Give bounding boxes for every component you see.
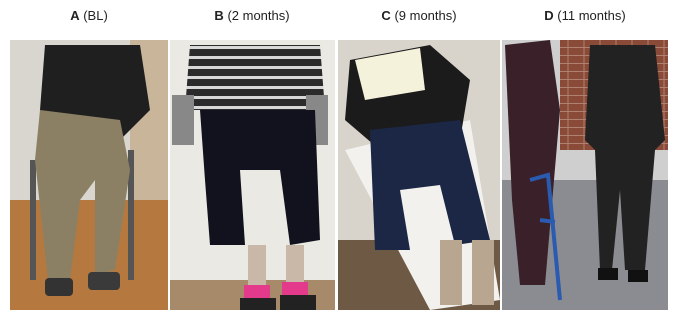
panel-label: C (9 months) <box>381 8 456 23</box>
panel-caption: (9 months) <box>394 8 456 23</box>
panel-letter: D <box>544 8 553 23</box>
panel-caption: (11 months) <box>557 8 625 23</box>
panel-letter: A <box>70 8 80 23</box>
panel-caption: (2 months) <box>227 8 289 23</box>
photo-d <box>502 40 668 310</box>
photo-b <box>170 40 335 310</box>
photo-a <box>10 40 168 310</box>
panel-letter: C <box>381 8 391 23</box>
panel-caption: (BL) <box>83 8 108 23</box>
panel-label: A (BL) <box>70 8 108 23</box>
panel-label: D (11 months) <box>544 8 625 23</box>
figure: A (BL) B (2 months) C (9 months) D (11 m… <box>0 0 675 312</box>
panel-label: B (2 months) <box>214 8 289 23</box>
photo-c <box>338 40 500 310</box>
panel-letter: B <box>214 8 223 23</box>
